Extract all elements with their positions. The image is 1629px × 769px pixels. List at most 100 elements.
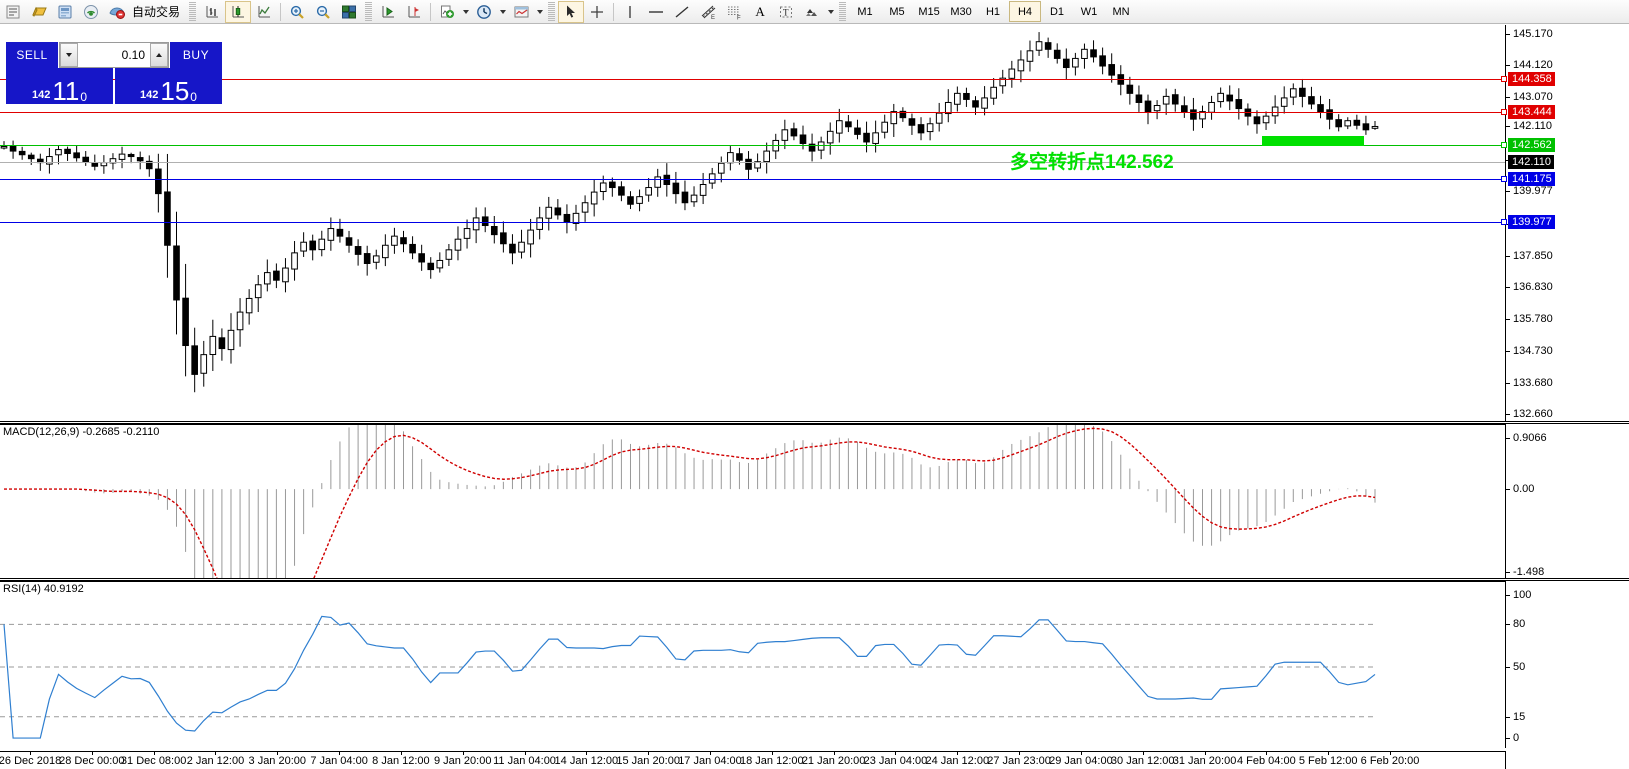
timeframe-button-d1[interactable]: D1: [1049, 5, 1065, 18]
autotrade-label[interactable]: 自动交易: [132, 5, 181, 19]
level-drag-handle[interactable]: [1501, 176, 1507, 182]
buy-price-display[interactable]: 142 15 0: [115, 68, 222, 104]
zoom-in-icon[interactable]: [284, 1, 310, 23]
sell-price-display[interactable]: 142 11 0: [6, 68, 113, 104]
time-axis-tick: [1019, 752, 1021, 755]
price-tick: 132.660: [1506, 408, 1553, 420]
candlestick-chart-icon[interactable]: [225, 0, 252, 23]
time-axis-tick: [277, 752, 279, 755]
time-axis-tick: [1080, 752, 1082, 755]
highlight-rectangle[interactable]: [1262, 136, 1364, 146]
time-axis-tick: [833, 752, 835, 755]
folder-icon[interactable]: [26, 1, 52, 23]
timeframe-button-w1[interactable]: W1: [1080, 5, 1098, 18]
time-axis-label: 9 Jan 20:00: [433, 755, 492, 767]
vertical-line-icon[interactable]: [617, 1, 643, 23]
equidistant-channel-icon[interactable]: E: [695, 1, 721, 23]
chart-autoscroll-icon[interactable]: [375, 1, 401, 23]
period-dropdown-chevron-down-icon[interactable]: [497, 1, 508, 23]
level-line-142562[interactable]: [0, 145, 1505, 146]
price-tick: 137.850: [1506, 250, 1553, 262]
toolbar-grip-4[interactable]: [839, 1, 847, 22]
data-window-icon[interactable]: [52, 1, 78, 23]
templates-dropdown-chevron-down-icon[interactable]: [534, 1, 545, 23]
level-drag-handle[interactable]: [1501, 76, 1507, 82]
toolbar-grip[interactable]: [189, 1, 197, 22]
timeframe-button-m5[interactable]: M5: [889, 5, 905, 18]
level-line-143444[interactable]: [0, 112, 1505, 113]
time-axis[interactable]: 26 Dec 2018 28 Dec 00:00 31 Dec 08:00 2 Jan…: [0, 751, 1629, 769]
price-tag-last-price[interactable]: 142.110: [1508, 155, 1554, 169]
macd-pane[interactable]: MACD(12,26,9) -0.2685 -0.2110: [0, 424, 1505, 580]
zoom-out-icon[interactable]: [310, 1, 336, 23]
crosshair-icon[interactable]: [584, 1, 610, 23]
volume-chevron-up-icon[interactable]: [150, 43, 168, 67]
rsi-label: RSI(14) 40.9192: [3, 583, 84, 595]
one-click-trading-panel[interactable]: SELL 0.10 BUY 142 11 0 142 15 0: [6, 42, 222, 104]
timeframe-button-h4[interactable]: H4: [1009, 1, 1042, 22]
horizontal-line-icon[interactable]: [643, 1, 669, 23]
level-drag-handle[interactable]: [1501, 142, 1507, 148]
price-tag-resistance[interactable]: 143.444: [1508, 105, 1555, 119]
price-tag-support[interactable]: 139.977: [1508, 215, 1555, 229]
time-axis-tick: [215, 752, 217, 755]
level-line-141175[interactable]: [0, 179, 1505, 180]
line-chart-icon[interactable]: [251, 1, 277, 23]
level-drag-handle[interactable]: [1501, 109, 1507, 115]
time-axis-tick: [957, 752, 959, 755]
time-axis-tick: [586, 752, 588, 755]
level-drag-handle[interactable]: [1501, 219, 1507, 225]
main-price-pane[interactable]: 多空转折点142.562: [0, 25, 1505, 423]
expert-advisor-icon[interactable]: [104, 1, 130, 23]
price-axis-rsi[interactable]: 100 80 50 15 0: [1505, 581, 1629, 748]
price-tag-resistance[interactable]: 144.358: [1508, 72, 1555, 86]
sell-button[interactable]: SELL: [6, 42, 58, 68]
level-line-144358[interactable]: [0, 79, 1505, 80]
toolbar-grip-2[interactable]: [365, 1, 373, 22]
volume-input[interactable]: 0.10: [78, 43, 150, 67]
indicators-list-icon[interactable]: [434, 1, 460, 23]
indicators-dropdown-chevron-down-icon[interactable]: [460, 1, 471, 23]
pane-divider-2[interactable]: [0, 578, 1629, 581]
templates-icon[interactable]: [508, 1, 534, 23]
price-axis-main[interactable]: 145.170144.120143.070142.110141.000139.9…: [1501, 25, 1629, 423]
price-tag-support[interactable]: 141.175: [1508, 172, 1555, 186]
text-icon[interactable]: A: [755, 3, 765, 19]
cursor-icon[interactable]: [558, 0, 585, 23]
navigator-icon[interactable]: [78, 1, 104, 23]
time-axis-label: 3 Jan 20:00: [248, 755, 307, 767]
price-axis-macd[interactable]: 0.9066 0.00 -1.498: [1505, 424, 1629, 580]
axis-corner: [1505, 751, 1629, 769]
objects-arrows-icon[interactable]: [799, 1, 825, 23]
new-order-icon[interactable]: [0, 1, 26, 23]
pane-divider-1[interactable]: [0, 421, 1629, 424]
price-tag-pivot[interactable]: 142.562: [1508, 138, 1555, 152]
timeframe-button-m30[interactable]: M30: [950, 5, 972, 18]
time-axis-label: 4 Feb 04:00: [1237, 755, 1296, 767]
timeframe-button-mn[interactable]: MN: [1112, 5, 1130, 18]
time-axis-label: 18 Jan 12:00: [740, 755, 804, 767]
objects-dropdown-chevron-down-icon[interactable]: [825, 1, 836, 23]
timeframe-button-m15[interactable]: M15: [918, 5, 940, 18]
text-label-icon[interactable]: T: [773, 1, 799, 23]
period-separator-icon[interactable]: [471, 1, 497, 23]
macd-tick: 0.00: [1506, 483, 1534, 495]
rsi-pane[interactable]: RSI(14) 40.9192: [0, 581, 1505, 748]
volume-chevron-down-icon[interactable]: [60, 43, 78, 67]
price-tick: 142.110: [1506, 120, 1552, 132]
fibonacci-retracement-icon[interactable]: F: [721, 1, 747, 23]
volume-stepper[interactable]: 0.10: [59, 42, 169, 68]
time-axis-label: 21 Jan 20:00: [801, 755, 866, 767]
bar-chart-icon[interactable]: [199, 1, 225, 23]
tile-windows-icon[interactable]: [336, 1, 362, 23]
timeframe-button-m1[interactable]: M1: [857, 5, 873, 18]
buy-button[interactable]: BUY: [170, 42, 222, 68]
trendline-icon[interactable]: [669, 1, 695, 23]
chart-shift-icon[interactable]: [401, 1, 427, 23]
toolbar-grip-3[interactable]: [548, 1, 556, 22]
timeframe-button-h1[interactable]: H1: [985, 5, 1001, 18]
toolbar-separator-2: [430, 2, 432, 21]
pivot-annotation-label[interactable]: 多空转折点142.562: [1010, 152, 1174, 173]
level-line-139977[interactable]: [0, 222, 1505, 223]
time-axis-label: 6 Feb 20:00: [1360, 755, 1420, 767]
